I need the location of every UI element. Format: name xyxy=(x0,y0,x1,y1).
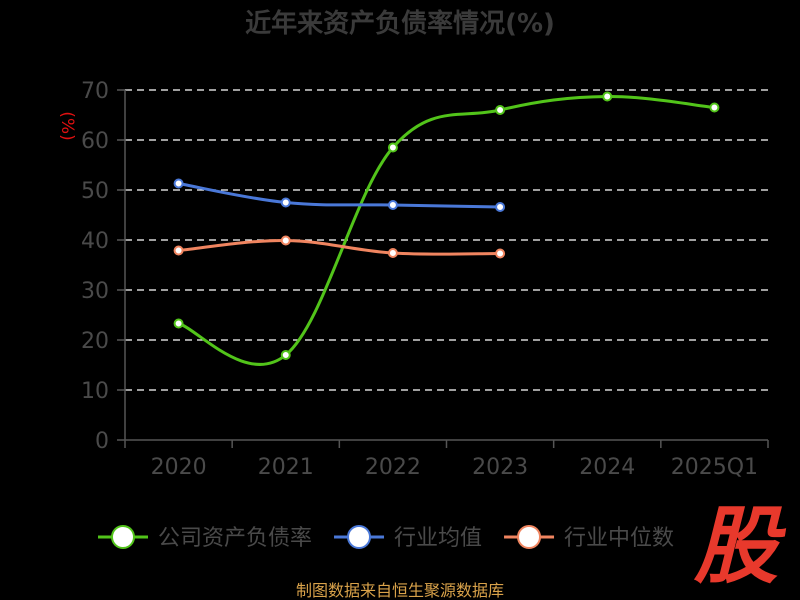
data-point[interactable] xyxy=(387,248,398,258)
axes: 0 10 20 30 40 50 60 70 2020 2021 2022 2023 2024 2025Q… xyxy=(81,79,769,480)
data-point[interactable] xyxy=(495,202,506,212)
y-tick-label: 20 xyxy=(81,329,109,354)
y-tick-label: 60 xyxy=(81,129,109,154)
chart-title: 近年来资产负债率情况(%) xyxy=(245,8,555,39)
legend[interactable]: 公司资产负债率 行业均值 行业中位数 xyxy=(98,525,674,551)
x-tick-label: 2020 xyxy=(151,455,207,480)
data-point[interactable] xyxy=(173,245,184,256)
data-point[interactable] xyxy=(173,318,184,329)
data-point[interactable] xyxy=(709,102,720,113)
y-tick-label: 40 xyxy=(81,229,109,254)
data-point[interactable] xyxy=(495,105,506,115)
series-line-0 xyxy=(177,94,716,366)
data-point[interactable] xyxy=(602,91,613,102)
y-tick-label: 50 xyxy=(81,179,109,204)
data-point[interactable] xyxy=(495,248,506,259)
x-tick-label: 2025Q1 xyxy=(671,455,758,480)
legend-item-1[interactable]: 行业均值 xyxy=(334,525,482,551)
legend-item-2[interactable]: 行业中位数 xyxy=(504,525,674,551)
legend-item-0[interactable]: 公司资产负债率 xyxy=(98,525,312,551)
data-point[interactable] xyxy=(387,200,398,210)
series-line-2 xyxy=(177,238,502,256)
x-tick-label: 2023 xyxy=(472,455,528,480)
x-tick-label: 2022 xyxy=(365,455,421,480)
data-point[interactable] xyxy=(387,142,398,153)
data-point[interactable] xyxy=(280,235,291,246)
legend-marker xyxy=(517,525,542,549)
y-tick-label: 10 xyxy=(81,379,109,404)
legend-marker xyxy=(111,525,135,549)
y-tick-label: 70 xyxy=(81,79,109,104)
x-tick-label: 2021 xyxy=(258,455,314,480)
watermark-logo: 股 xyxy=(693,497,787,595)
source-note: 制图数据来自恒生聚源数据库 xyxy=(296,581,504,600)
y-axis-label: (%) xyxy=(57,111,77,140)
series-layer xyxy=(173,91,720,366)
data-point[interactable] xyxy=(280,350,291,360)
legend-label: 行业中位数 xyxy=(564,526,674,551)
grid-lines xyxy=(125,89,768,391)
y-tick-label: 0 xyxy=(95,429,109,454)
legend-label: 公司资产负债率 xyxy=(158,526,312,551)
x-tick-label: 2024 xyxy=(579,455,635,480)
series-line-1 xyxy=(177,182,502,209)
y-tick-label: 30 xyxy=(81,279,109,304)
legend-label: 行业均值 xyxy=(394,526,482,551)
data-point[interactable] xyxy=(173,178,184,189)
legend-marker xyxy=(347,525,372,549)
data-point[interactable] xyxy=(280,197,291,208)
